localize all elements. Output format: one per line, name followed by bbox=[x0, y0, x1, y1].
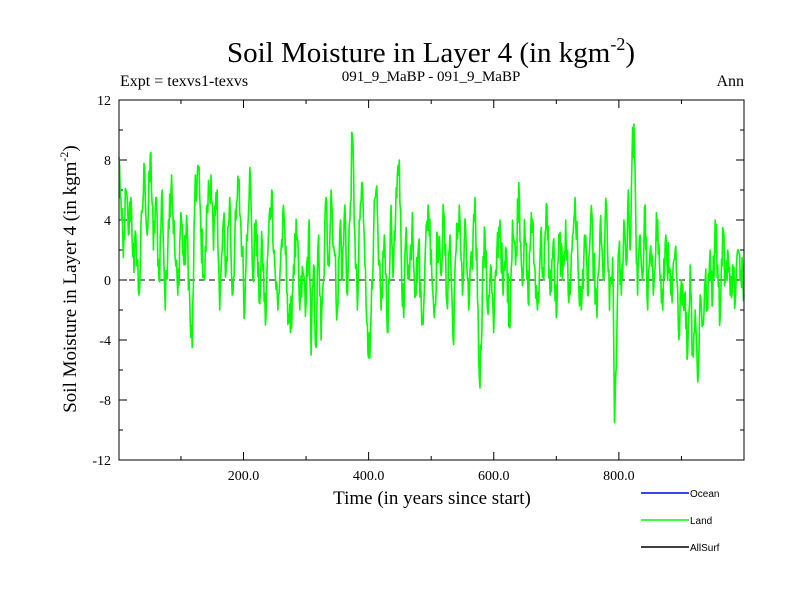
subtitle-experiment: Expt = texvs1-texvs bbox=[120, 73, 248, 90]
subtitle-period: 091_9_MaBP - 091_9_MaBP bbox=[342, 69, 521, 85]
chart-title-main: Soil Moisture in Layer 4 (in kgm bbox=[227, 37, 611, 69]
legend: Ocean Land AllSurf bbox=[641, 489, 720, 554]
chart-title-superscript: -2 bbox=[610, 34, 625, 54]
legend-label-land: Land bbox=[690, 516, 712, 527]
x-tick-label: 800.0 bbox=[603, 469, 635, 484]
legend-label-ocean: Ocean bbox=[690, 489, 719, 500]
x-axis-label: Time (in years since start) bbox=[333, 488, 531, 509]
y-tick-label: -12 bbox=[92, 454, 111, 469]
y-tick-label: 4 bbox=[104, 214, 111, 229]
x-tick-label: 600.0 bbox=[478, 469, 510, 484]
subtitle-season: Ann bbox=[716, 73, 744, 90]
y-tick-label: 8 bbox=[104, 154, 111, 169]
x-tick-label: 200.0 bbox=[228, 469, 260, 484]
axis-tick-labels: -12 -8 -4 0 4 8 12 200.0 400.0 600.0 800.0 bbox=[92, 94, 634, 484]
y-axis-label-tail: ) bbox=[60, 145, 81, 151]
plot-frame bbox=[118, 99, 745, 461]
y-tick-label: -4 bbox=[99, 334, 111, 349]
chart-title-tail: ) bbox=[625, 37, 635, 69]
chart-title: Soil Moisture in Layer 4 (in kgm-2) bbox=[227, 34, 635, 69]
x-tick-label: 400.0 bbox=[353, 469, 385, 484]
series-line-land bbox=[118, 123, 745, 424]
y-axis-label-main: Soil Moisture in Layer 4 (in kgm bbox=[60, 161, 81, 412]
y-axis-label-superscript: -2 bbox=[57, 152, 71, 162]
y-tick-label: -8 bbox=[99, 394, 111, 409]
y-axis-label: Soil Moisture in Layer 4 (in kgm-2) bbox=[57, 145, 81, 413]
y-tick-label: 0 bbox=[104, 274, 111, 289]
legend-label-allsurf: AllSurf bbox=[690, 543, 720, 554]
y-tick-label: 12 bbox=[97, 94, 111, 109]
